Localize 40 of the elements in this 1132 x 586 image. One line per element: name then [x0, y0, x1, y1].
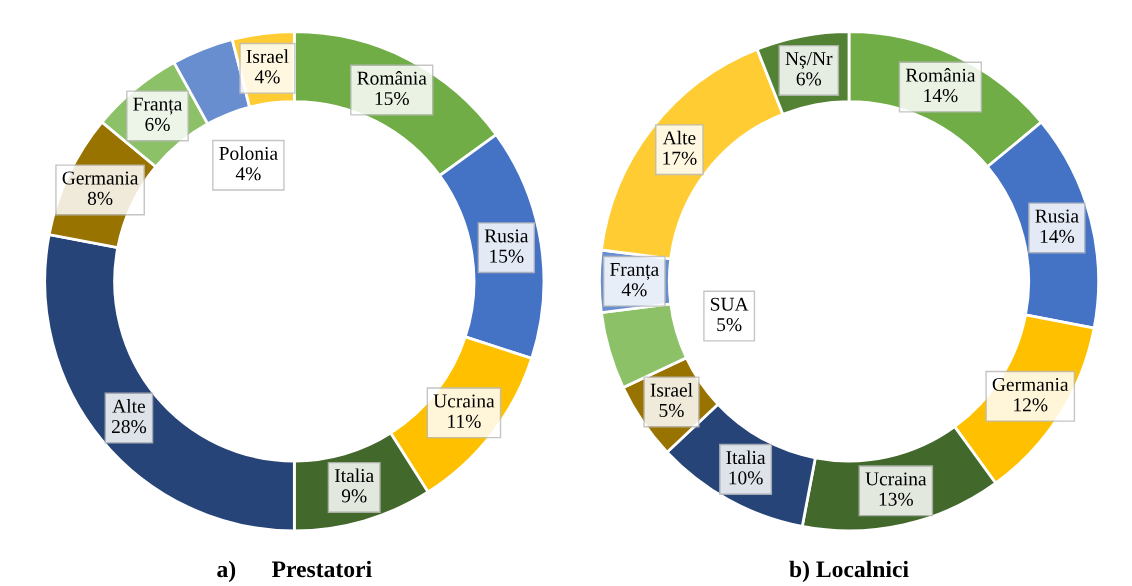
slice-label: Franța — [133, 97, 183, 115]
slice-label: Italia — [726, 450, 766, 465]
slice-label: Germania — [992, 377, 1069, 391]
data-label: 4% — [235, 167, 261, 181]
data-label: 5% — [717, 318, 742, 332]
data-label: 13% — [879, 492, 913, 506]
data-label: 15% — [375, 91, 409, 106]
data-label: 8% — [87, 191, 113, 205]
slice-label: Alte — [112, 399, 145, 413]
slice-label: Franța — [610, 263, 659, 280]
data-label: 14% — [924, 88, 958, 103]
data-label: 4% — [621, 283, 647, 297]
data-label: 15% — [490, 249, 524, 263]
data-label: 14% — [1040, 229, 1075, 243]
slice-label: Alte — [662, 130, 696, 145]
slice-label: Italia — [334, 468, 374, 483]
data-label: 17% — [663, 151, 697, 165]
data-label: 6% — [796, 72, 822, 86]
slice-label: Rusia — [484, 229, 529, 243]
slice-label: Nș/Nr — [785, 52, 833, 70]
slice-label: Rusia — [1035, 209, 1079, 223]
data-label: 5% — [659, 403, 684, 418]
slice-label: Israel — [246, 49, 289, 64]
data-label: 4% — [254, 70, 280, 84]
slice-label: România — [905, 68, 976, 82]
slice-label: Ucraina — [865, 472, 927, 486]
text: b) Localnici — [789, 560, 909, 583]
slice-label: Germania — [62, 171, 139, 185]
data-label: 12% — [1014, 398, 1048, 412]
slice-label: România — [357, 71, 427, 85]
slice-label: Ucraina — [433, 394, 495, 408]
text: a) Prestatori — [217, 560, 372, 583]
data-label: 6% — [145, 117, 170, 131]
data-label: 9% — [341, 489, 367, 503]
slice-label: Israel — [650, 382, 693, 397]
data-label: 11% — [448, 414, 481, 428]
slice-label: Polonia — [219, 146, 278, 160]
data-label: 28% — [111, 420, 147, 434]
slice-label: SUA — [711, 297, 749, 311]
data-label: 10% — [729, 471, 763, 485]
